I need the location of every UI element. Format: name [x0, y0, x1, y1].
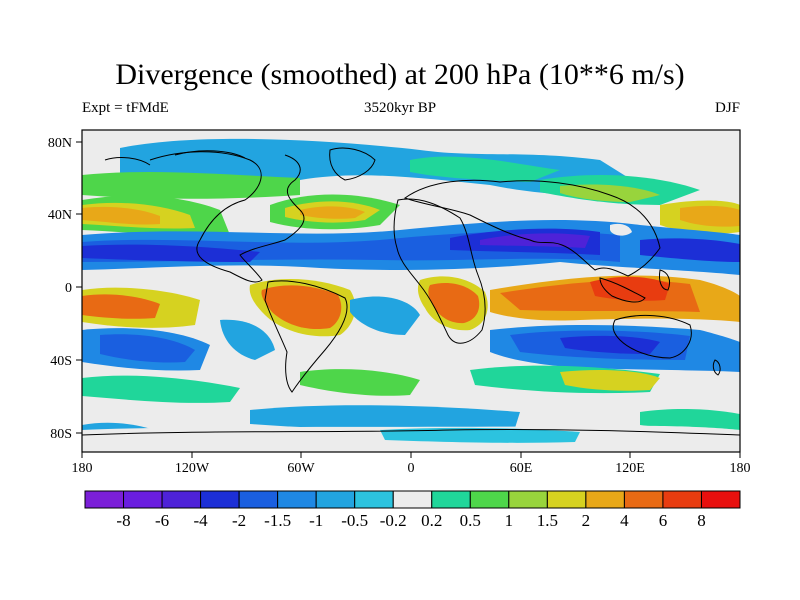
colorbar-label: 8 — [697, 511, 706, 530]
coastlines — [82, 147, 740, 436]
colorbar-swatch — [161, 490, 202, 509]
colorbar-swatch — [623, 490, 664, 509]
colorbar-label: -0.2 — [379, 511, 407, 530]
colorbar-swatch — [700, 490, 741, 509]
colorbar-label: 2 — [581, 511, 591, 530]
lat-tick-80n: 80N — [48, 136, 72, 151]
lon-tick-180e: 180 — [730, 461, 751, 476]
colorbar-label: -1.5 — [264, 511, 292, 530]
colorbar-label: 0.5 — [459, 511, 481, 530]
colorbar-swatch — [238, 490, 279, 509]
colorbar-label: -2 — [232, 511, 247, 530]
season-label: DJF — [714, 100, 740, 116]
colorbar-label: 4 — [620, 511, 629, 530]
lat-tick-40s: 40S — [50, 354, 72, 369]
lon-tick-180w: 180 — [72, 461, 93, 476]
colorbar-swatch — [585, 490, 625, 509]
map-title: Divergence (smoothed) at 200 hPa (10**6 … — [115, 58, 685, 91]
colorbar-swatch — [315, 490, 356, 509]
divergence-field — [82, 130, 740, 452]
colorbar-label: -0.5 — [341, 511, 369, 530]
colorbar-label: -6 — [154, 511, 170, 530]
colorbar-swatch — [354, 490, 394, 509]
colorbar-swatch — [84, 490, 125, 509]
lat-tick-80s: 80S — [50, 427, 72, 442]
lon-tick-120e: 120E — [615, 461, 645, 476]
colorbar-swatch — [431, 490, 471, 509]
colorbar-swatch — [277, 490, 317, 509]
lat-tick-0: 0 — [65, 281, 72, 296]
lon-tick-120w: 120W — [175, 461, 210, 476]
colorbar-swatch — [469, 490, 510, 509]
colorbar-swatch — [392, 490, 433, 509]
experiment-label: Expt = tFMdE — [82, 100, 169, 116]
colorbar-swatch — [508, 490, 548, 509]
colorbar-label: 1.5 — [536, 511, 558, 530]
colorbar-label: -1 — [309, 511, 324, 530]
lon-tick-0: 0 — [408, 461, 415, 476]
lat-tick-40n: 40N — [48, 208, 72, 223]
colorbar-swatch — [200, 490, 240, 509]
colorbar-label: 1 — [504, 511, 514, 530]
colorbar-label: 0.2 — [421, 511, 443, 530]
colorbar-label: -8 — [116, 511, 131, 530]
colorbar-swatch — [546, 490, 587, 509]
colorbar-swatch — [662, 490, 702, 509]
colorbar-label: -4 — [193, 511, 208, 530]
colorbar-label: 6 — [658, 511, 668, 530]
colorbar — [84, 490, 741, 509]
lon-tick-60w: 60W — [287, 461, 315, 476]
time-period-label: 3520kyr BP — [363, 100, 437, 116]
axis-ticks — [76, 141, 741, 458]
colorbar-swatch — [123, 490, 163, 509]
lon-tick-60e: 60E — [510, 461, 533, 476]
